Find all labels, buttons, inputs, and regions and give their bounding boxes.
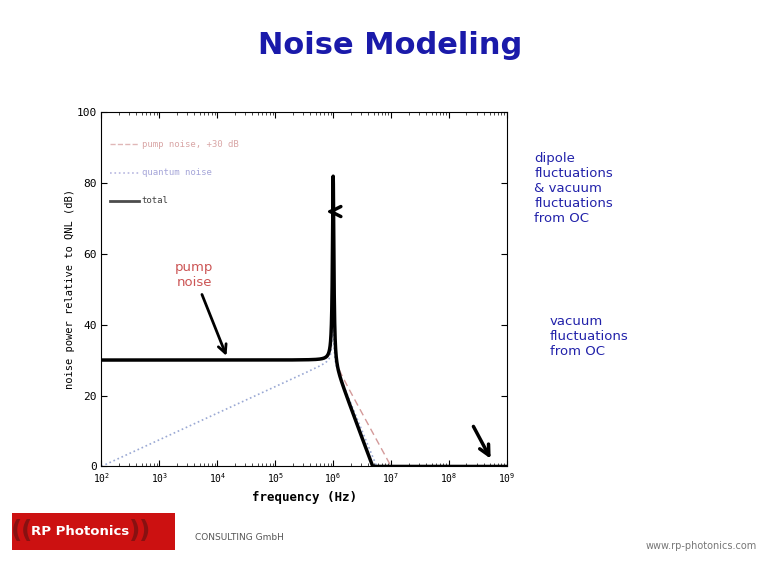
Text: RP Photonics: RP Photonics	[31, 525, 129, 538]
Text: CONSULTING GmbH: CONSULTING GmbH	[195, 533, 284, 542]
Text: www.rp-photonics.com: www.rp-photonics.com	[645, 541, 757, 551]
Text: total: total	[142, 196, 168, 206]
Y-axis label: noise power relative to QNL (dB): noise power relative to QNL (dB)	[65, 189, 75, 389]
Text: quantum noise: quantum noise	[142, 168, 212, 177]
Text: ): )	[129, 519, 140, 543]
Text: (: (	[21, 519, 32, 543]
Text: ): )	[139, 519, 150, 543]
FancyBboxPatch shape	[8, 511, 179, 552]
Text: dipole
fluctuations
& vacuum
fluctuations
from OC: dipole fluctuations & vacuum fluctuation…	[534, 152, 613, 225]
Text: (: (	[11, 519, 23, 543]
X-axis label: frequency (Hz): frequency (Hz)	[252, 491, 356, 504]
Text: Noise Modeling: Noise Modeling	[258, 31, 522, 60]
Text: pump
noise: pump noise	[175, 261, 226, 353]
Text: vacuum
fluctuations
from OC: vacuum fluctuations from OC	[550, 315, 629, 358]
Text: pump noise, +30 dB: pump noise, +30 dB	[142, 140, 239, 149]
